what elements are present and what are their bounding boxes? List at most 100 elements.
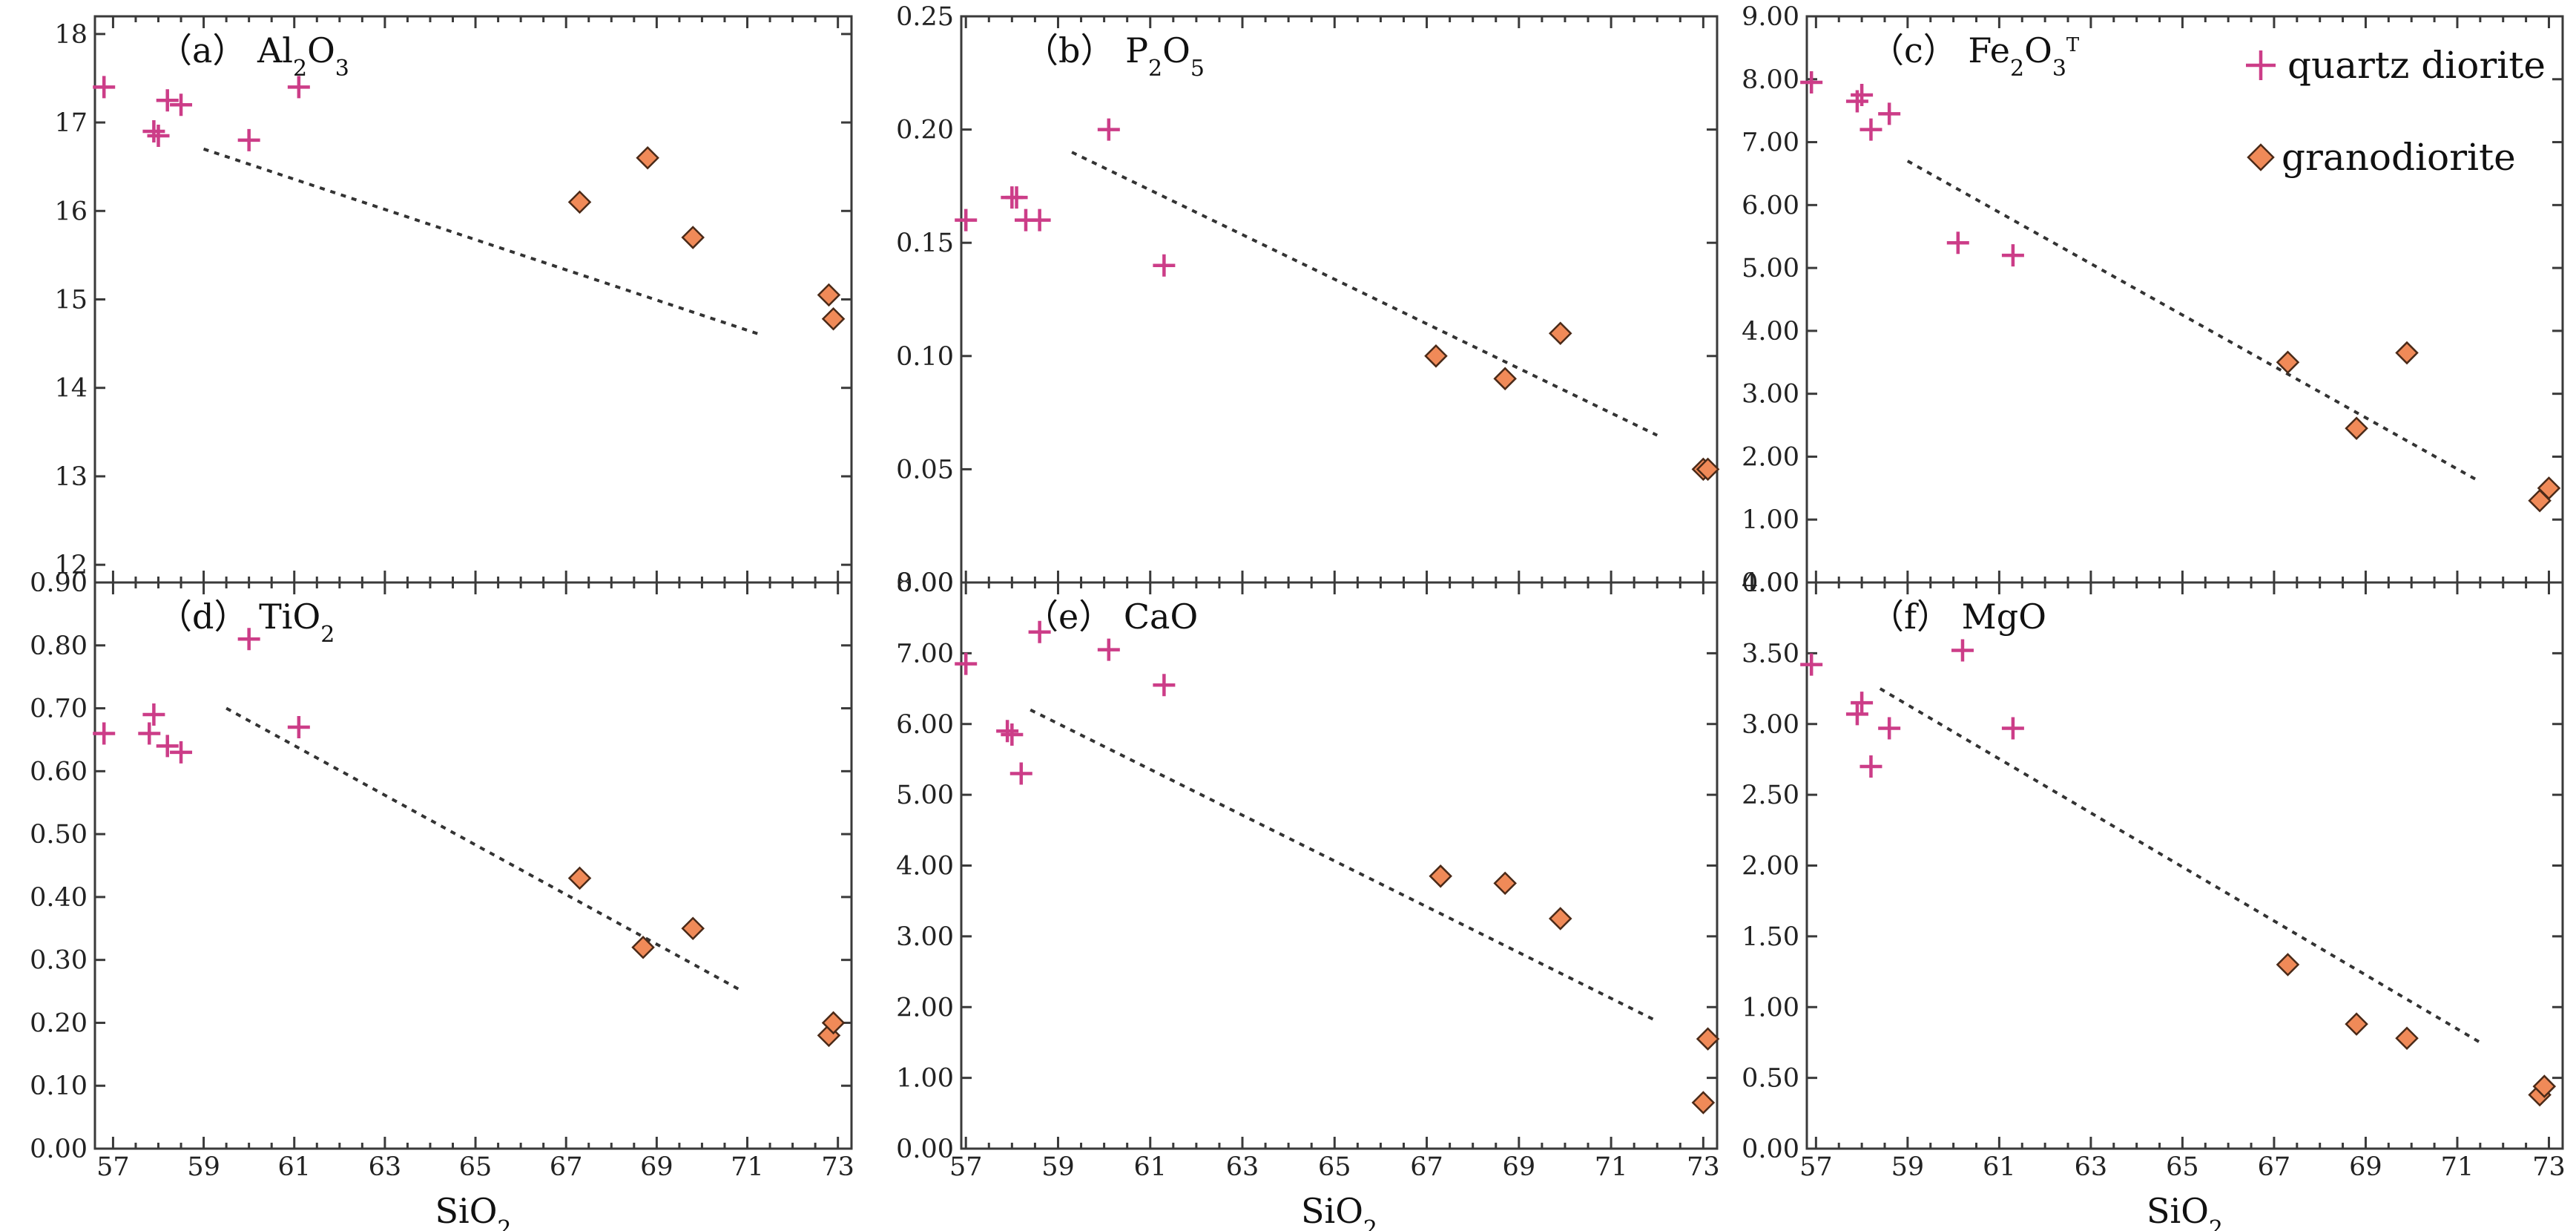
y-tick-label: 2.50 xyxy=(1742,781,1799,810)
quartz-diorite-point xyxy=(287,76,310,99)
legend-quartz-diorite-marker xyxy=(2246,50,2276,80)
quartz-diorite-point xyxy=(138,722,161,745)
quartz-diorite-point xyxy=(1153,674,1176,697)
panel-a: 12 13 14 15 16 17 18 （a） Al2O3 xyxy=(54,15,853,584)
panel-f: 0.00 0.50 1.00 1.50 2.00 2.50 3.00 3.50 4.00 57 59… xyxy=(1742,568,2566,1231)
y-tick-label: 7.00 xyxy=(1742,128,1799,158)
quartz-diorite-point xyxy=(1153,254,1176,277)
plot-frame xyxy=(960,581,1719,1150)
granodiorite-point xyxy=(1493,367,1517,391)
x-tick-label: 61 xyxy=(277,1152,311,1182)
quartz-diorite-point xyxy=(170,93,193,116)
quartz-diorite-point xyxy=(996,720,1019,743)
y-tick-label: 0.10 xyxy=(30,1071,88,1101)
trend-line xyxy=(1879,687,2481,1044)
granodiorite-point xyxy=(2276,953,2300,976)
quartz-diorite-point xyxy=(2001,244,2024,267)
y-tick-label: 14 xyxy=(54,374,88,404)
y-tick-label: 0.50 xyxy=(1742,1064,1799,1094)
quartz-diorite-point xyxy=(1859,118,1882,141)
granodiorite-point xyxy=(1548,907,1572,930)
quartz-diorite-point xyxy=(237,628,260,651)
quartz-diorite-point xyxy=(156,735,179,758)
y-tick-label: 3.00 xyxy=(896,922,954,952)
quartz-diorite-point xyxy=(955,652,978,675)
quartz-diorite-point xyxy=(1859,755,1882,778)
y-tick-label: 0.70 xyxy=(30,695,88,724)
granodiorite-point xyxy=(817,283,841,307)
x-tick-label: 63 xyxy=(2075,1152,2108,1182)
x-tick-label: 71 xyxy=(1595,1152,1628,1182)
granodiorite-point xyxy=(2276,350,2300,375)
y-tick-label: 0.90 xyxy=(30,568,88,598)
granodiorite-point xyxy=(821,306,846,331)
x-tick-label: 61 xyxy=(1983,1152,2016,1182)
y-tick-label: 0.00 xyxy=(1742,568,1799,598)
x-tick-label: 57 xyxy=(1799,1152,1833,1182)
plot-frame xyxy=(960,15,1719,584)
x-tick-label: 73 xyxy=(821,1152,854,1182)
y-tick-label: 2.00 xyxy=(1742,442,1799,472)
granodiorite-point xyxy=(567,190,592,214)
y-tick-label: 0.00 xyxy=(896,1135,954,1164)
panel-title: （f） MgO xyxy=(1870,597,2046,637)
granodiorite-point xyxy=(2395,341,2419,365)
panel-title: （d） TiO2 xyxy=(158,597,335,648)
y-tick-label: 0.60 xyxy=(30,757,88,787)
trend-line xyxy=(202,147,762,337)
y-tick-label: 0.20 xyxy=(896,116,954,145)
x-tick-label: 67 xyxy=(1410,1152,1443,1182)
y-tick-label: 0.05 xyxy=(896,455,954,485)
quartz-diorite-point xyxy=(1005,186,1028,209)
quartz-diorite-point xyxy=(1845,703,1868,726)
trend-line xyxy=(1906,160,2481,484)
y-tick-label: 16 xyxy=(54,197,88,226)
granodiorite-point xyxy=(1493,871,1517,896)
x-axis-label: SiO2 xyxy=(435,1191,511,1231)
legend-quartz-diorite-label: quartz diorite xyxy=(2287,44,2546,87)
panel-e: 0.00 1.00 2.00 3.00 4.00 5.00 6.00 7.00 8.00 57 59… xyxy=(896,568,1720,1231)
y-tick-label: 9.00 xyxy=(1742,2,1799,32)
y-tick-label: 3.50 xyxy=(1742,639,1799,669)
y-tick-label: 7.00 xyxy=(896,639,954,669)
quartz-diorite-point xyxy=(287,715,310,738)
y-tick-label: 5.00 xyxy=(896,781,954,810)
x-tick-label: 59 xyxy=(187,1152,220,1182)
y-tick-label: 0.50 xyxy=(30,820,88,850)
x-tick-label: 59 xyxy=(1891,1152,1925,1182)
x-tick-label: 59 xyxy=(1041,1152,1075,1182)
x-tick-label: 73 xyxy=(1687,1152,1720,1182)
quartz-diorite-point xyxy=(1028,209,1051,232)
y-tick-label: 8.00 xyxy=(896,568,954,598)
quartz-diorite-point xyxy=(1851,692,1874,715)
y-tick-label: 17 xyxy=(54,108,88,138)
x-tick-label: 65 xyxy=(2166,1152,2199,1182)
x-axis-label: SiO2 xyxy=(2147,1191,2223,1231)
panel-d: 0.00 0.10 0.20 0.30 0.40 0.50 0.60 0.70 0.80 0.90… xyxy=(30,568,854,1231)
y-tick-label: 6.00 xyxy=(896,710,954,740)
trend-line xyxy=(1030,708,1658,1023)
y-tick-label: 13 xyxy=(54,462,88,492)
y-tick-label: 0.80 xyxy=(30,631,88,661)
y-tick-label: 4.00 xyxy=(896,852,954,882)
quartz-diorite-point xyxy=(1800,71,1823,94)
quartz-diorite-point xyxy=(1878,717,1901,740)
quartz-diorite-point xyxy=(170,741,193,764)
granodiorite-point xyxy=(2532,1074,2557,1098)
y-tick-label: 18 xyxy=(54,20,88,50)
granodiorite-point xyxy=(681,226,705,249)
y-tick-label: 0.40 xyxy=(30,883,88,913)
quartz-diorite-point xyxy=(1097,118,1120,141)
quartz-diorite-point xyxy=(2001,717,2024,740)
x-tick-label: 57 xyxy=(949,1152,983,1182)
x-tick-label: 65 xyxy=(459,1152,493,1182)
y-tick-label: 3.00 xyxy=(1742,380,1799,410)
granodiorite-point xyxy=(821,1011,846,1035)
granodiorite-point xyxy=(1429,864,1452,888)
y-tick-label: 0.00 xyxy=(1742,1135,1799,1164)
x-axis-label: SiO2 xyxy=(1301,1191,1377,1231)
y-tick-label: 1.00 xyxy=(1742,505,1799,535)
quartz-diorite-point xyxy=(1001,723,1024,746)
y-tick-label: 2.00 xyxy=(896,993,954,1022)
